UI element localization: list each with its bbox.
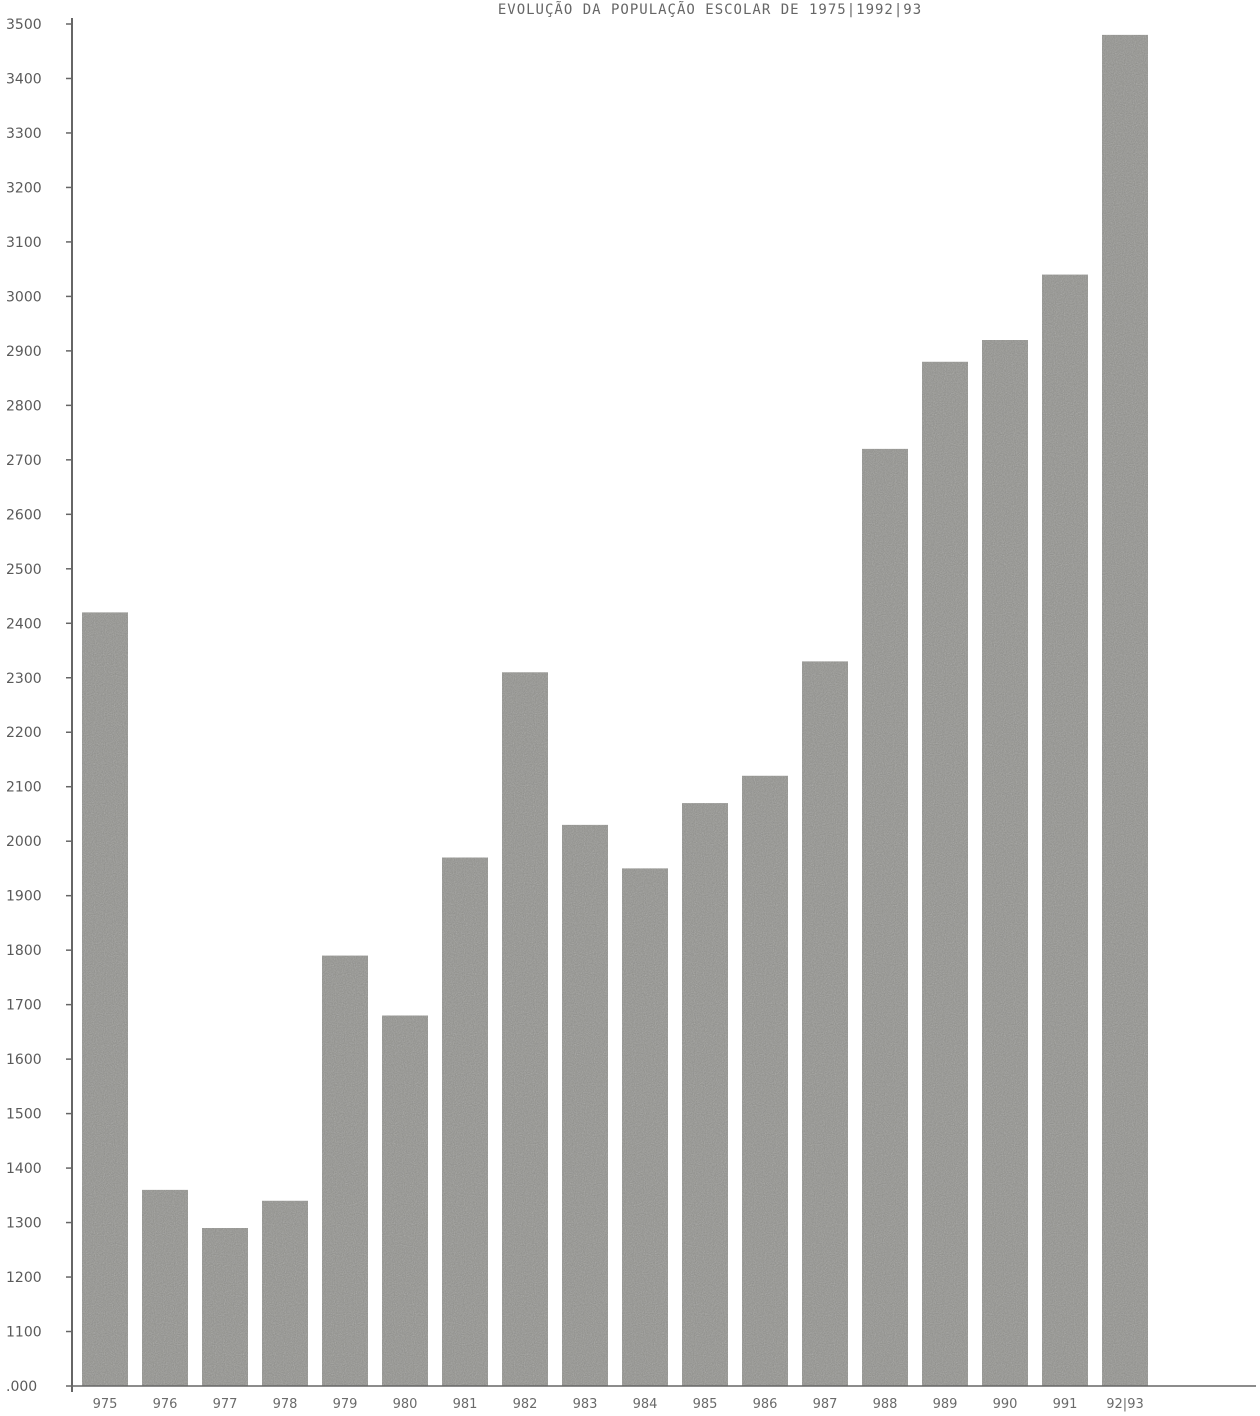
x-tick-label: 983 bbox=[573, 1397, 598, 1412]
bar-985 bbox=[682, 803, 728, 1386]
x-tick-label: 990 bbox=[993, 1397, 1018, 1412]
x-tick-label: 975 bbox=[93, 1397, 118, 1412]
bar-989 bbox=[922, 361, 968, 1386]
axes-group bbox=[71, 18, 1256, 1392]
y-tick-label: 2700 bbox=[6, 453, 42, 469]
bar-976 bbox=[142, 1189, 188, 1386]
y-tick-label: 2900 bbox=[6, 344, 42, 360]
y-tick-label: 3000 bbox=[6, 289, 42, 305]
bar-92-93 bbox=[1102, 34, 1148, 1386]
x-tick-label: 977 bbox=[213, 1397, 238, 1412]
bar-987 bbox=[802, 661, 848, 1386]
x-labels-group: 975 976 977 978 979 980 981 982 983 984 985 986 987 9… bbox=[93, 1397, 1144, 1412]
x-tick-label: 987 bbox=[813, 1397, 838, 1412]
bar-981 bbox=[442, 857, 488, 1386]
bar-978 bbox=[262, 1200, 308, 1386]
bar-979 bbox=[322, 955, 368, 1386]
bar-990 bbox=[982, 340, 1028, 1386]
y-tick-label: 2200 bbox=[6, 725, 42, 741]
y-tick-label: 1300 bbox=[6, 1216, 42, 1232]
y-tick-label: 3100 bbox=[6, 235, 42, 251]
y-tick-label: 2600 bbox=[6, 507, 42, 523]
y-tick-label: 2300 bbox=[6, 671, 42, 687]
y-tick-label: 2000 bbox=[6, 834, 42, 850]
y-tick-label: 2400 bbox=[6, 616, 42, 632]
y-tick-label: 3300 bbox=[6, 126, 42, 142]
x-tick-label: 982 bbox=[513, 1397, 538, 1412]
y-tick-label: .000 bbox=[6, 1379, 37, 1395]
bar-988 bbox=[862, 448, 908, 1386]
x-tick-label: 989 bbox=[933, 1397, 958, 1412]
y-tick-label: 2500 bbox=[6, 562, 42, 578]
x-tick-label: 988 bbox=[873, 1397, 898, 1412]
y-tick-label: 1800 bbox=[6, 943, 42, 959]
y-tick-label: 1100 bbox=[6, 1325, 42, 1341]
y-tick-label: 3500 bbox=[6, 17, 42, 33]
bar-975 bbox=[82, 612, 128, 1386]
y-tick-label: 1900 bbox=[6, 889, 42, 905]
y-tick-label: 1700 bbox=[6, 998, 42, 1014]
y-tick-label: 1600 bbox=[6, 1052, 42, 1068]
y-tick-label: 3200 bbox=[6, 180, 42, 196]
bar-977 bbox=[202, 1228, 248, 1386]
chart-title: EVOLUÇÃO DA POPULAÇÃO ESCOLAR DE 1975|19… bbox=[498, 1, 922, 18]
y-tick-label: 2100 bbox=[6, 780, 42, 796]
x-tick-label: 980 bbox=[393, 1397, 418, 1412]
y-tick-label: 1500 bbox=[6, 1107, 42, 1123]
bar-982 bbox=[502, 672, 548, 1386]
x-tick-label: 981 bbox=[453, 1397, 478, 1412]
x-tick-label: 976 bbox=[153, 1397, 178, 1412]
y-ticks-group: .000 1100 1200 1300 1400 1500 1600 1700 1800 1900… bbox=[6, 17, 72, 1395]
x-tick-label: 978 bbox=[273, 1397, 298, 1412]
y-tick-label: 1200 bbox=[6, 1270, 42, 1286]
y-tick-label: 2800 bbox=[6, 398, 42, 414]
y-tick-label: 1400 bbox=[6, 1161, 42, 1177]
bar-983 bbox=[562, 824, 608, 1386]
y-tick-label: 3400 bbox=[6, 71, 42, 87]
x-tick-label: 92|93 bbox=[1106, 1397, 1143, 1412]
x-tick-label: 986 bbox=[753, 1397, 778, 1412]
bars-group bbox=[82, 34, 1148, 1387]
bar-984 bbox=[622, 868, 668, 1386]
bar-980 bbox=[382, 1015, 428, 1386]
bar-986 bbox=[742, 775, 788, 1386]
x-tick-label: 985 bbox=[693, 1397, 718, 1412]
x-tick-label: 991 bbox=[1053, 1397, 1078, 1412]
bar-991 bbox=[1042, 274, 1088, 1387]
x-tick-label: 979 bbox=[333, 1397, 358, 1412]
x-tick-label: 984 bbox=[633, 1397, 658, 1412]
